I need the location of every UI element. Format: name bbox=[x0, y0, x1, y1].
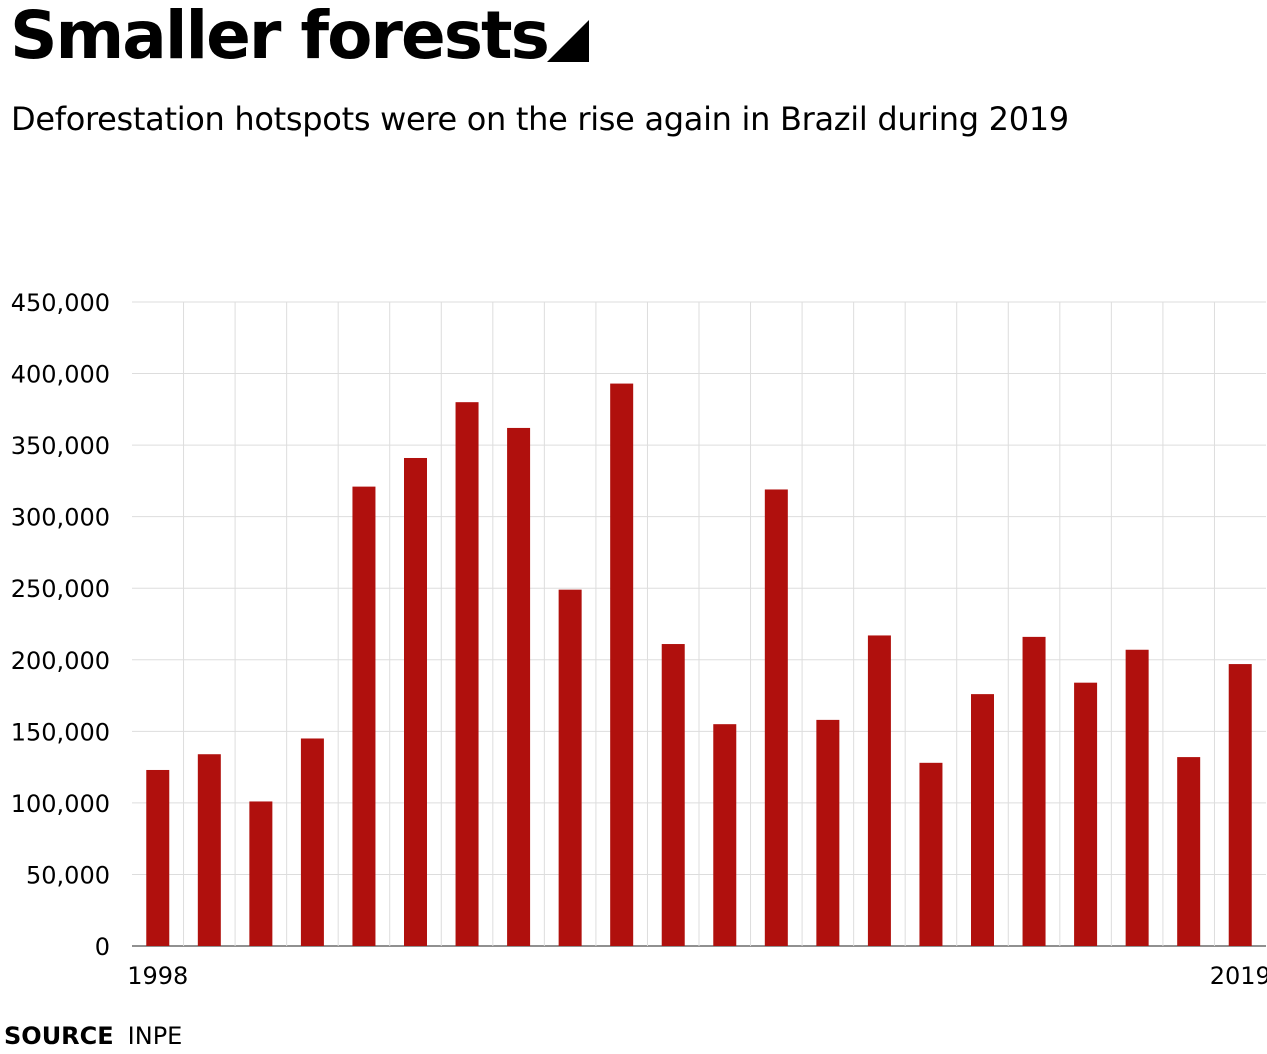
bar-2016 bbox=[1074, 682, 1098, 946]
y-tick-label: 300,000 bbox=[11, 504, 110, 532]
bar-2004 bbox=[455, 402, 479, 946]
y-tick-label: 50,000 bbox=[26, 861, 110, 889]
y-tick-label: 400,000 bbox=[11, 361, 110, 389]
chart-title: Smaller forests bbox=[10, 0, 550, 74]
y-tick-label: 350,000 bbox=[11, 432, 110, 460]
bar-2013 bbox=[919, 762, 943, 946]
bar-1999 bbox=[197, 754, 221, 946]
bar-2007 bbox=[610, 383, 634, 946]
x-tick-label-first: 1998 bbox=[127, 962, 188, 990]
bar-1998 bbox=[146, 769, 170, 946]
x-tick-label-last: 2019 bbox=[1210, 962, 1267, 990]
bar-2019 bbox=[1228, 664, 1252, 946]
bar-2014 bbox=[971, 694, 994, 946]
y-tick-label: 450,000 bbox=[11, 289, 110, 317]
bar-2008 bbox=[661, 644, 685, 946]
bar-2006 bbox=[558, 589, 582, 946]
bar-2017 bbox=[1125, 649, 1149, 946]
source-note: SOURCE INPE bbox=[4, 1018, 182, 1054]
chart-subtitle: Deforestation hotspots were on the rise … bbox=[11, 100, 1069, 138]
corner-triangle-icon bbox=[547, 20, 589, 62]
y-tick-label: 0 bbox=[95, 933, 110, 961]
bar-2011 bbox=[816, 719, 840, 946]
bar-2010 bbox=[764, 489, 788, 946]
y-tick-label: 250,000 bbox=[11, 575, 110, 603]
bar-2012 bbox=[867, 635, 891, 946]
bar-2005 bbox=[507, 427, 531, 947]
bar-chart: 0 50,000 100,000 150,000 200,000 250,000 300,0… bbox=[11, 289, 1267, 990]
bar-2018 bbox=[1177, 757, 1201, 946]
bar-2009 bbox=[713, 724, 737, 946]
bar-2003 bbox=[404, 457, 427, 946]
y-tick-label: 150,000 bbox=[11, 718, 110, 746]
y-tick-label: 200,000 bbox=[11, 647, 110, 675]
y-tick-label: 100,000 bbox=[11, 790, 110, 818]
bar-2001 bbox=[300, 738, 324, 946]
source-label: SOURCE bbox=[4, 1022, 114, 1050]
bar-2002 bbox=[352, 486, 376, 946]
bar-2015 bbox=[1022, 636, 1046, 946]
bar-2000 bbox=[249, 801, 273, 946]
source-value: INPE bbox=[127, 1022, 183, 1050]
